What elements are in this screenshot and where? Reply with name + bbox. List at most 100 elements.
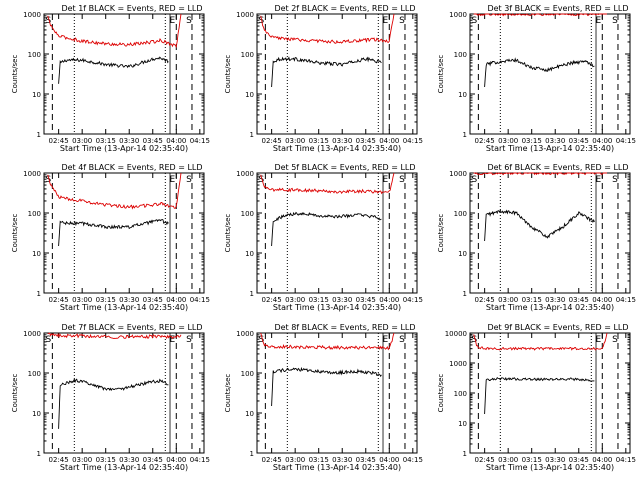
detector-panel-5: Det 5f BLACK = Events, RED = LLD 1 10 100 10… <box>224 163 423 312</box>
marker-label-end: E <box>595 175 601 185</box>
x-tick-label: 02:45 <box>475 137 495 145</box>
plot-frame <box>256 13 418 135</box>
marker-label-start: S <box>472 16 478 26</box>
marker-label-end: E <box>169 16 175 26</box>
x-tick-label: 02:45 <box>262 456 282 464</box>
x-axis-title: Start Time (13-Apr-14 02:35:40) <box>60 303 188 312</box>
x-tick-label: 03:00 <box>72 296 92 304</box>
y-tick-label: 1000 <box>23 170 41 178</box>
x-tick-label: 03:00 <box>285 137 305 145</box>
x-tick-label: 03:15 <box>309 296 329 304</box>
y-tick-label: 100 <box>28 51 41 59</box>
x-tick-label: 03:30 <box>332 137 352 145</box>
marker-label-start: S <box>472 335 478 345</box>
y-tick-label: 1000 <box>449 11 467 19</box>
x-tick-label: 03:45 <box>356 296 376 304</box>
x-tick-label: 03:15 <box>522 456 542 464</box>
x-tick-label: 03:45 <box>143 456 163 464</box>
marker-label-start-2: S <box>186 175 192 185</box>
y-axis-title: Counts/sec <box>437 374 445 413</box>
y-tick-label: 100 <box>241 370 254 378</box>
x-axis-title: Start Time (13-Apr-14 02:35:40) <box>486 303 614 312</box>
marker-label-end: E <box>169 335 175 345</box>
y-tick-label: 10 <box>458 420 467 428</box>
y-tick-label: 1 <box>37 290 41 298</box>
x-tick-label: 02:45 <box>262 137 282 145</box>
y-tick-label: 1000 <box>236 170 254 178</box>
marker-label-start: S <box>472 175 478 185</box>
y-tick-label: 100 <box>454 51 467 59</box>
y-tick-label: 1 <box>37 450 41 458</box>
x-tick-label: 02:45 <box>49 456 69 464</box>
x-tick-label: 04:15 <box>616 456 636 464</box>
detector-panel-2: Det 2f BLACK = Events, RED = LLD 1 10 100 10… <box>224 4 423 153</box>
y-tick-label: 10 <box>32 410 41 418</box>
x-axis-title: Start Time (13-Apr-14 02:35:40) <box>273 303 401 312</box>
x-tick-label: 04:00 <box>166 137 186 145</box>
panel-title: Det 5f BLACK = Events, RED = LLD <box>274 163 415 172</box>
y-tick-label: 1 <box>250 290 254 298</box>
detector-panel-3: Det 3f BLACK = Events, RED = LLD 1 10 100 10… <box>437 4 636 153</box>
x-tick-label: 03:00 <box>72 456 92 464</box>
detector-panel-7: Det 7f BLACK = Events, RED = LLD 1 10 100 10… <box>11 323 210 472</box>
x-tick-label: 03:30 <box>119 137 139 145</box>
marker-label-start-2: S <box>612 16 618 26</box>
panel-title: Det 9f BLACK = Events, RED = LLD <box>487 323 628 332</box>
lld-series-line <box>260 332 395 351</box>
events-series-line <box>271 56 382 88</box>
x-tick-label: 04:00 <box>166 456 186 464</box>
y-tick-label: 1000 <box>23 11 41 19</box>
lld-series-line <box>47 13 182 49</box>
y-axis-title: Counts/sec <box>224 214 232 253</box>
events-series-line <box>484 209 595 242</box>
x-tick-label: 04:15 <box>403 296 423 304</box>
y-tick-label: 10 <box>245 410 254 418</box>
x-tick-label: 04:15 <box>190 137 210 145</box>
x-tick-label: 03:15 <box>96 137 116 145</box>
y-tick-label: 100 <box>28 210 41 218</box>
y-tick-label: 10 <box>245 91 254 99</box>
marker-label-start-2: S <box>399 175 405 185</box>
marker-label-start-2: S <box>399 335 405 345</box>
detector-panel-8: Det 8f BLACK = Events, RED = LLD 1 10 100 10… <box>224 323 423 472</box>
y-tick-label: 100 <box>454 390 467 398</box>
x-tick-label: 03:30 <box>119 296 139 304</box>
y-tick-label: 1000 <box>236 330 254 338</box>
y-tick-label: 1000 <box>449 360 467 368</box>
panel-title: Det 8f BLACK = Events, RED = LLD <box>274 323 415 332</box>
plot-frame <box>43 332 205 454</box>
x-tick-label: 03:15 <box>96 296 116 304</box>
y-tick-label: 10 <box>32 91 41 99</box>
x-tick-label: 02:45 <box>262 296 282 304</box>
y-tick-label: 100 <box>241 51 254 59</box>
x-tick-label: 03:00 <box>498 137 518 145</box>
lld-series-line <box>47 332 182 340</box>
x-axis-title: Start Time (13-Apr-14 02:35:40) <box>60 463 188 472</box>
x-tick-label: 03:45 <box>569 456 589 464</box>
plot-frame <box>469 172 631 294</box>
x-tick-label: 03:00 <box>285 296 305 304</box>
y-tick-label: 1 <box>250 131 254 139</box>
y-tick-label: 10 <box>245 250 254 258</box>
x-tick-label: 04:00 <box>379 296 399 304</box>
panel-title: Det 6f BLACK = Events, RED = LLD <box>487 163 628 172</box>
y-tick-label: 1 <box>250 450 254 458</box>
marker-label-start: S <box>46 16 52 26</box>
x-tick-label: 03:00 <box>285 456 305 464</box>
x-tick-label: 03:45 <box>569 137 589 145</box>
events-series-line <box>58 219 169 247</box>
x-tick-label: 02:45 <box>475 296 495 304</box>
x-tick-label: 03:15 <box>522 137 542 145</box>
x-axis-title: Start Time (13-Apr-14 02:35:40) <box>486 144 614 153</box>
lld-series-line <box>260 13 395 44</box>
x-axis-title: Start Time (13-Apr-14 02:35:40) <box>60 144 188 153</box>
x-axis-title: Start Time (13-Apr-14 02:35:40) <box>273 144 401 153</box>
detector-panel-9: Det 9f BLACK = Events, RED = LLD 1 10 100 10… <box>437 323 636 472</box>
plot-frame <box>469 332 631 454</box>
x-tick-label: 03:45 <box>569 296 589 304</box>
detector-panel-6: Det 6f BLACK = Events, RED = LLD 1 10 100 10… <box>437 163 636 312</box>
panel-title: Det 2f BLACK = Events, RED = LLD <box>274 4 415 13</box>
y-tick-label: 100 <box>241 210 254 218</box>
y-tick-label: 10000 <box>445 330 467 338</box>
